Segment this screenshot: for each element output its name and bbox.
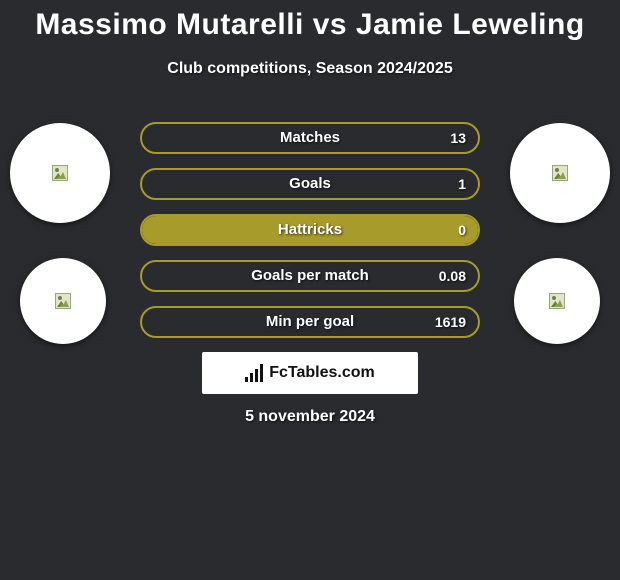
- stat-row: Matches13: [140, 122, 480, 154]
- stat-label: Goals: [142, 170, 478, 198]
- player2-team-avatar: [510, 123, 610, 223]
- broken-image-icon: [55, 293, 71, 309]
- stat-label: Min per goal: [142, 308, 478, 336]
- subtitle: Club competitions, Season 2024/2025: [0, 60, 620, 78]
- page-title: Massimo Mutarelli vs Jamie Leweling: [0, 0, 620, 42]
- stat-row: Min per goal1619: [140, 306, 480, 338]
- broken-image-icon: [52, 165, 68, 181]
- player2-avatar: [514, 258, 600, 344]
- date-label: 5 november 2024: [0, 408, 620, 426]
- stat-value-right: 13: [450, 124, 466, 152]
- broken-image-icon: [552, 165, 568, 181]
- stat-label: Hattricks: [142, 216, 478, 244]
- fctables-logo: FcTables.com: [202, 352, 418, 394]
- logo-text: FcTables.com: [269, 364, 375, 382]
- stat-label: Goals per match: [142, 262, 478, 290]
- broken-image-icon: [549, 293, 565, 309]
- stats-panel: Matches13 Goals1 Hattricks0 Goals per match…: [140, 122, 480, 352]
- stat-row: Goals1: [140, 168, 480, 200]
- stat-row: Goals per match0.08: [140, 260, 480, 292]
- bars-icon: [245, 364, 263, 382]
- stat-row: Hattricks0: [140, 214, 480, 246]
- stat-value-right: 1: [458, 170, 466, 198]
- player1-avatar: [20, 258, 106, 344]
- stat-value-right: 0: [458, 216, 466, 244]
- stat-value-right: 0.08: [439, 262, 466, 290]
- player1-team-avatar: [10, 123, 110, 223]
- stat-label: Matches: [142, 124, 478, 152]
- stat-value-right: 1619: [435, 308, 466, 336]
